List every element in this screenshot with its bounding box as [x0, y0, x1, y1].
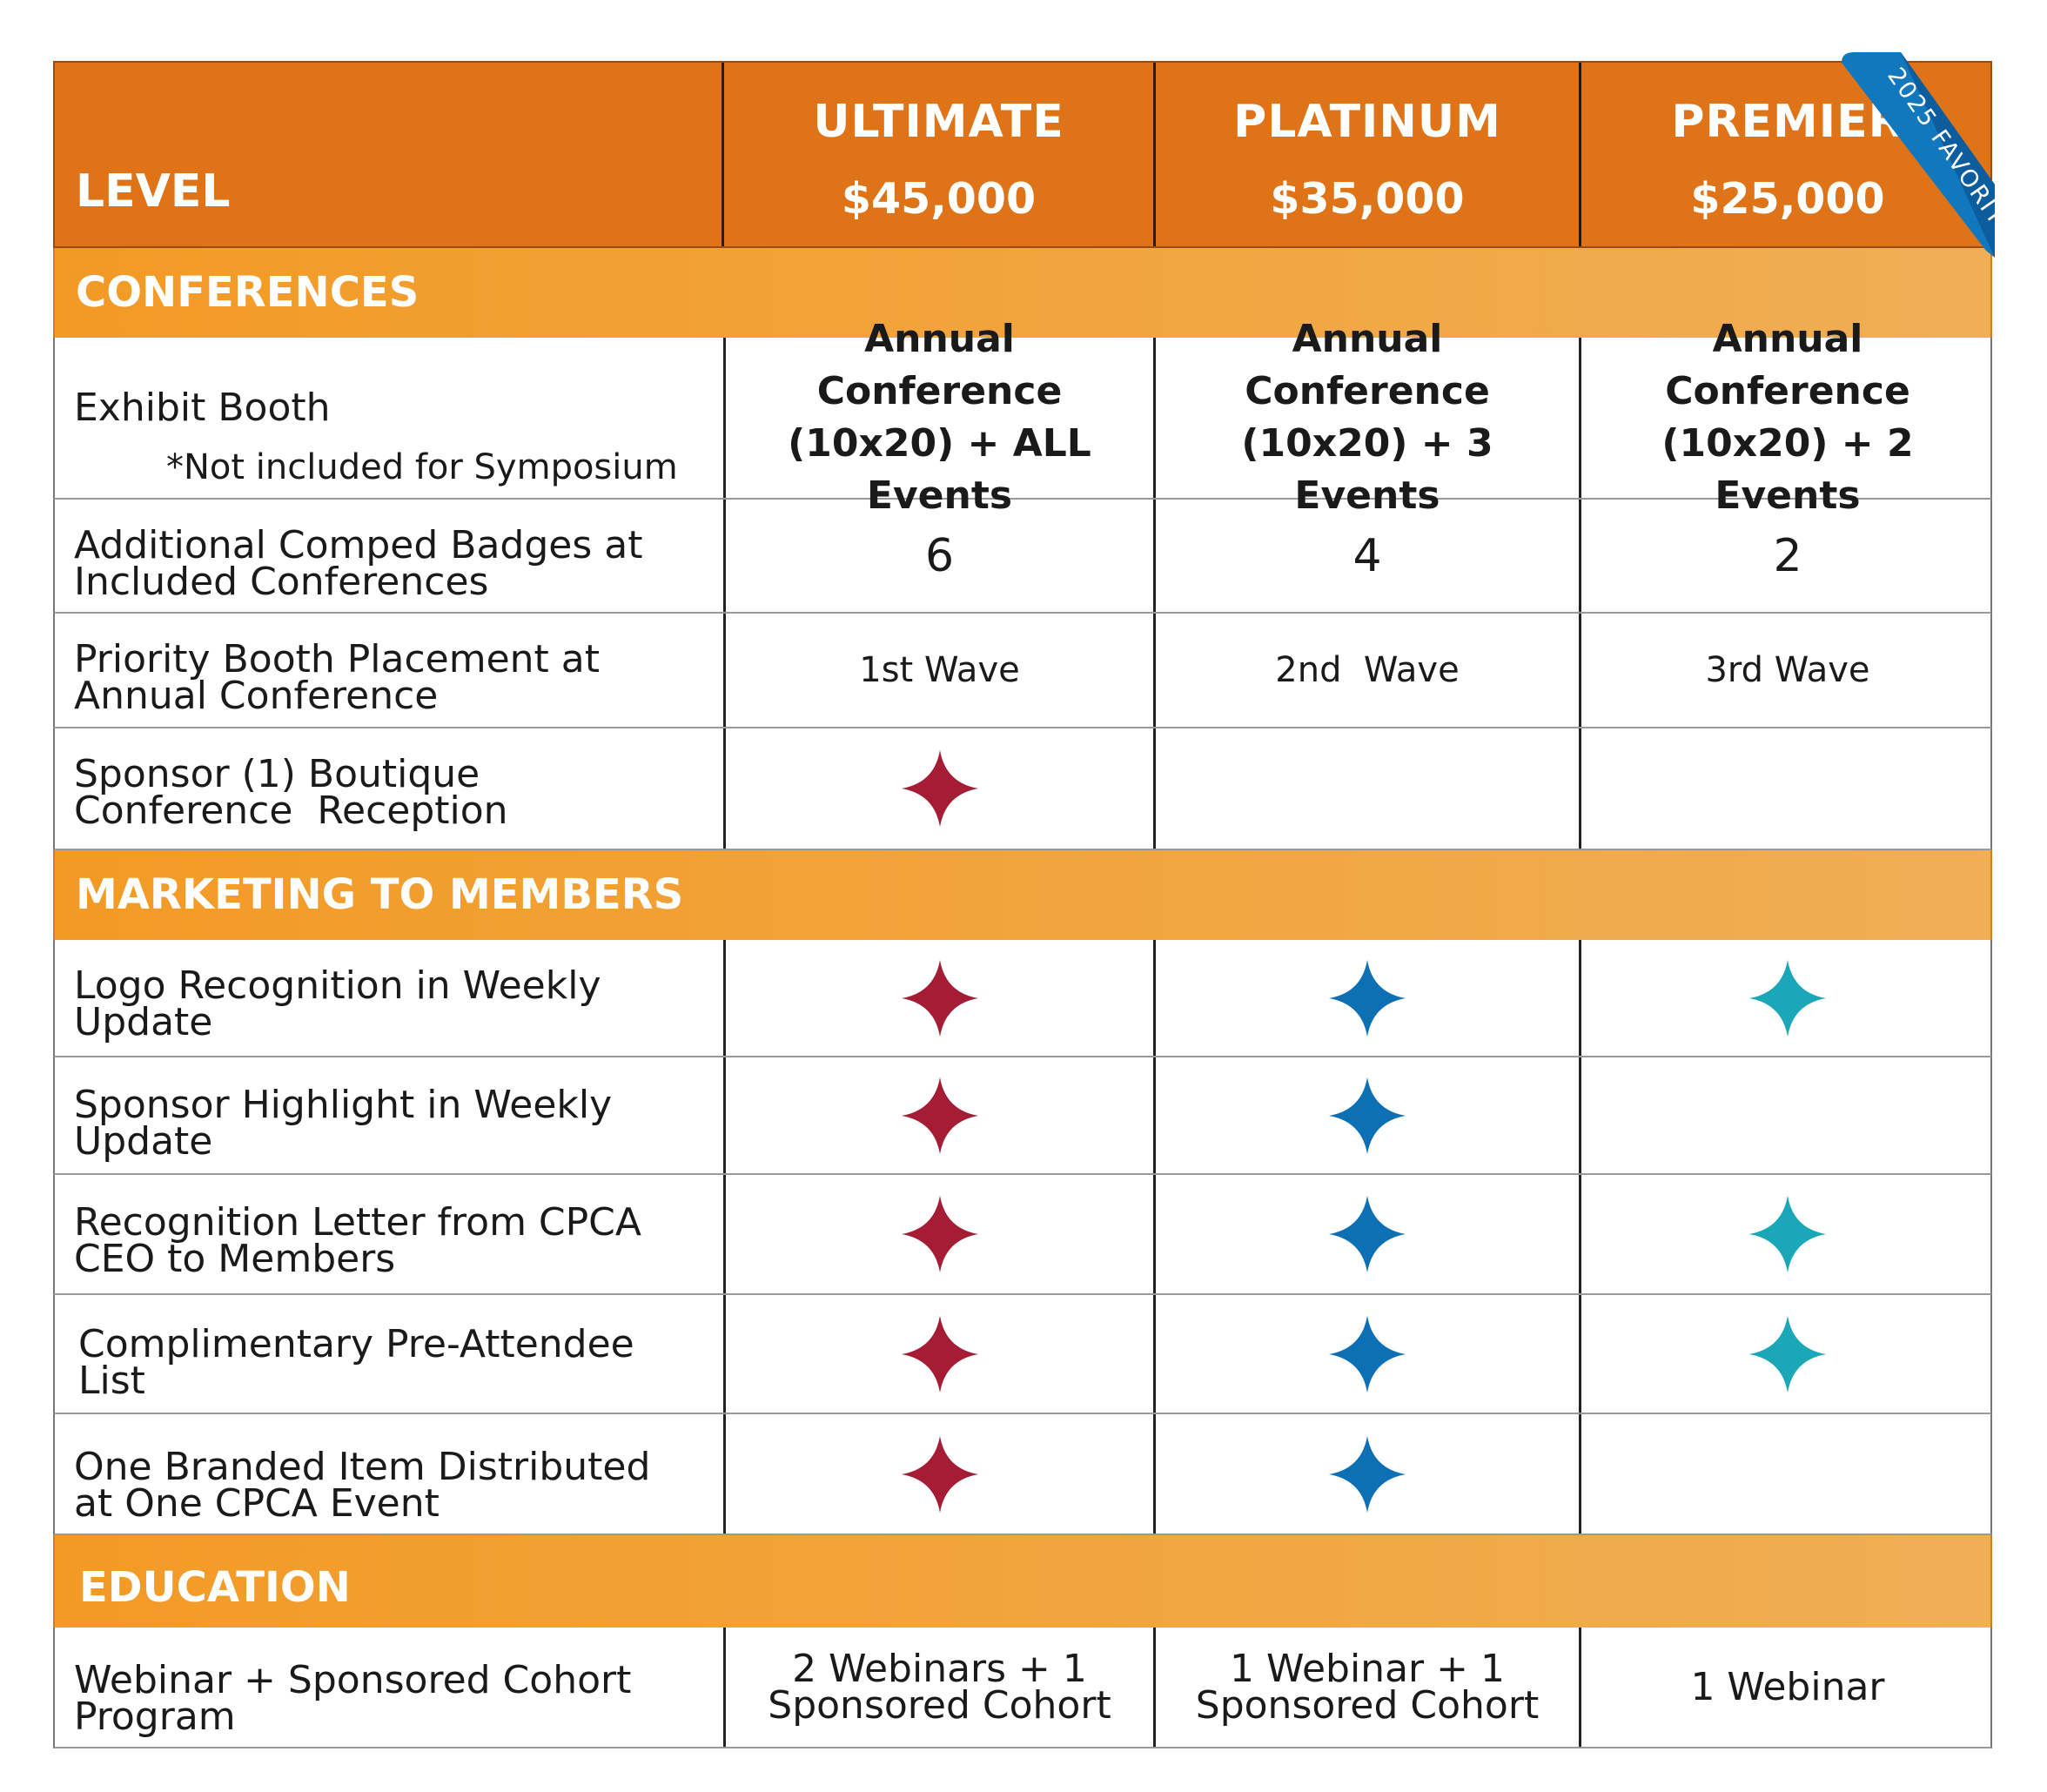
tier-platinum: PLATINUM $35,000: [1153, 63, 1579, 246]
cell-premier: [1579, 728, 1994, 849]
star-icon: [901, 749, 978, 828]
row-label: Sponsor (1) Boutique Conference Receptio…: [74, 752, 508, 833]
cell-platinum: [1153, 1414, 1579, 1534]
cell-platinum: 2nd Wave: [1153, 614, 1579, 727]
star-icon: [901, 1435, 978, 1513]
section-education: EDUCATION: [53, 1535, 1992, 1628]
cell-ultimate: 2 Webinars + 1 Sponsored Cohort: [723, 1628, 1153, 1747]
row-label: Additional Comped Badges at Included Con…: [74, 523, 643, 604]
row-pre-attendee-list: Complimentary Pre-Attendee List: [53, 1295, 1992, 1414]
tier-premier: PREMIER $25,000: [1579, 63, 1994, 246]
row-logo-recognition: Logo Recognition in Weekly Update: [53, 940, 1992, 1057]
cell-premier: 1 Webinar: [1579, 1628, 1994, 1747]
row-priority-placement: Priority Booth Placement at Annual Confe…: [53, 614, 1992, 728]
cell-platinum: [1153, 728, 1579, 849]
cell-ultimate: [723, 1295, 1153, 1413]
cell-premier: [1579, 1295, 1994, 1413]
cell-ultimate: 6: [723, 500, 1153, 612]
star-icon: [901, 959, 978, 1037]
cell-premier: [1579, 1414, 1994, 1534]
tier-name: ULTIMATE: [813, 96, 1064, 148]
tier-price: $25,000: [1690, 174, 1885, 224]
sponsorship-table: LEVEL ULTIMATE $45,000 PLATINUM $35,000 …: [53, 61, 1992, 1748]
row-label: Exhibit Booth: [74, 386, 331, 430]
tier-header: LEVEL ULTIMATE $45,000 PLATINUM $35,000 …: [53, 61, 1992, 248]
cell-ultimate: Annual Conference (10x20) + ALL Events: [723, 317, 1153, 518]
cell-platinum: 4: [1153, 500, 1579, 612]
star-icon: [1328, 1195, 1406, 1273]
row-comped-badges: Additional Comped Badges at Included Con…: [53, 500, 1992, 614]
cell-ultimate: [723, 1057, 1153, 1173]
cell-premier: [1579, 1057, 1994, 1173]
level-label: LEVEL: [76, 165, 231, 218]
row-label: Complimentary Pre-Attendee List: [78, 1322, 634, 1403]
star-icon: [1748, 1315, 1827, 1393]
cell-premier: 2: [1579, 500, 1994, 612]
tier-price: $35,000: [1270, 174, 1465, 224]
star-icon: [1328, 1077, 1406, 1154]
row-exhibit-booth: Exhibit Booth *Not included for Symposiu…: [53, 317, 1994, 518]
star-icon: [1748, 1195, 1827, 1273]
cell-ultimate: 1st Wave: [723, 614, 1153, 727]
cell-platinum: [1153, 940, 1579, 1056]
cell-premier: [1579, 1175, 1994, 1293]
row-sponsor-highlight: Sponsor Highlight in Weekly Update: [53, 1057, 1992, 1175]
star-icon: [901, 1077, 978, 1154]
cell-ultimate: [723, 940, 1153, 1056]
cell-ultimate: [723, 1175, 1153, 1293]
row-label: Logo Recognition in Weekly Update: [74, 963, 601, 1044]
row-label: Sponsor Highlight in Weekly Update: [74, 1083, 613, 1164]
section-marketing: MARKETING TO MEMBERS: [53, 850, 1992, 940]
row-label: One Branded Item Distributed at One CPCA…: [74, 1445, 651, 1526]
row-label: Priority Booth Placement at Annual Confe…: [74, 637, 600, 718]
tier-ultimate: ULTIMATE $45,000: [721, 63, 1153, 246]
row-boutique-reception: Sponsor (1) Boutique Conference Receptio…: [53, 728, 1992, 850]
tier-name: PLATINUM: [1233, 96, 1501, 148]
cell-premier: [1579, 940, 1994, 1056]
row-note: *Not included for Symposium: [166, 447, 678, 487]
ribbon-text: 2025 FAVORITE: [1882, 63, 1998, 244]
star-icon: [901, 1195, 978, 1273]
star-icon: [1328, 1315, 1406, 1393]
favorite-ribbon: 2025 FAVORITE: [1842, 52, 1998, 258]
cell-platinum: [1153, 1057, 1579, 1173]
row-recognition-letter: Recognition Letter from CPCA CEO to Memb…: [53, 1175, 1992, 1295]
cell-platinum: [1153, 1295, 1579, 1413]
star-icon: [1328, 1435, 1406, 1513]
star-icon: [901, 1315, 978, 1393]
star-icon: [1328, 959, 1406, 1037]
tier-name: PREMIER: [1671, 96, 1904, 148]
tier-price: $45,000: [841, 174, 1037, 224]
star-icon: [1748, 959, 1827, 1037]
row-webinar-cohort: Webinar + Sponsored Cohort Program 2 Web…: [53, 1628, 1992, 1748]
row-label: Recognition Letter from CPCA CEO to Memb…: [74, 1200, 642, 1281]
cell-ultimate: [723, 1414, 1153, 1534]
cell-platinum: [1153, 1175, 1579, 1293]
section-conferences: CONFERENCES: [53, 248, 1992, 338]
cell-ultimate: [723, 728, 1153, 849]
row-branded-item: One Branded Item Distributed at One CPCA…: [53, 1414, 1992, 1535]
cell-premier: 3rd Wave: [1579, 614, 1994, 727]
cell-premier: Annual Conference (10x20) + 2 Events: [1579, 317, 1994, 518]
cell-platinum: Annual Conference (10x20) + 3 Events: [1153, 317, 1579, 518]
row-label: Webinar + Sponsored Cohort Program: [74, 1658, 632, 1739]
cell-platinum: 1 Webinar + 1 Sponsored Cohort: [1153, 1628, 1579, 1747]
